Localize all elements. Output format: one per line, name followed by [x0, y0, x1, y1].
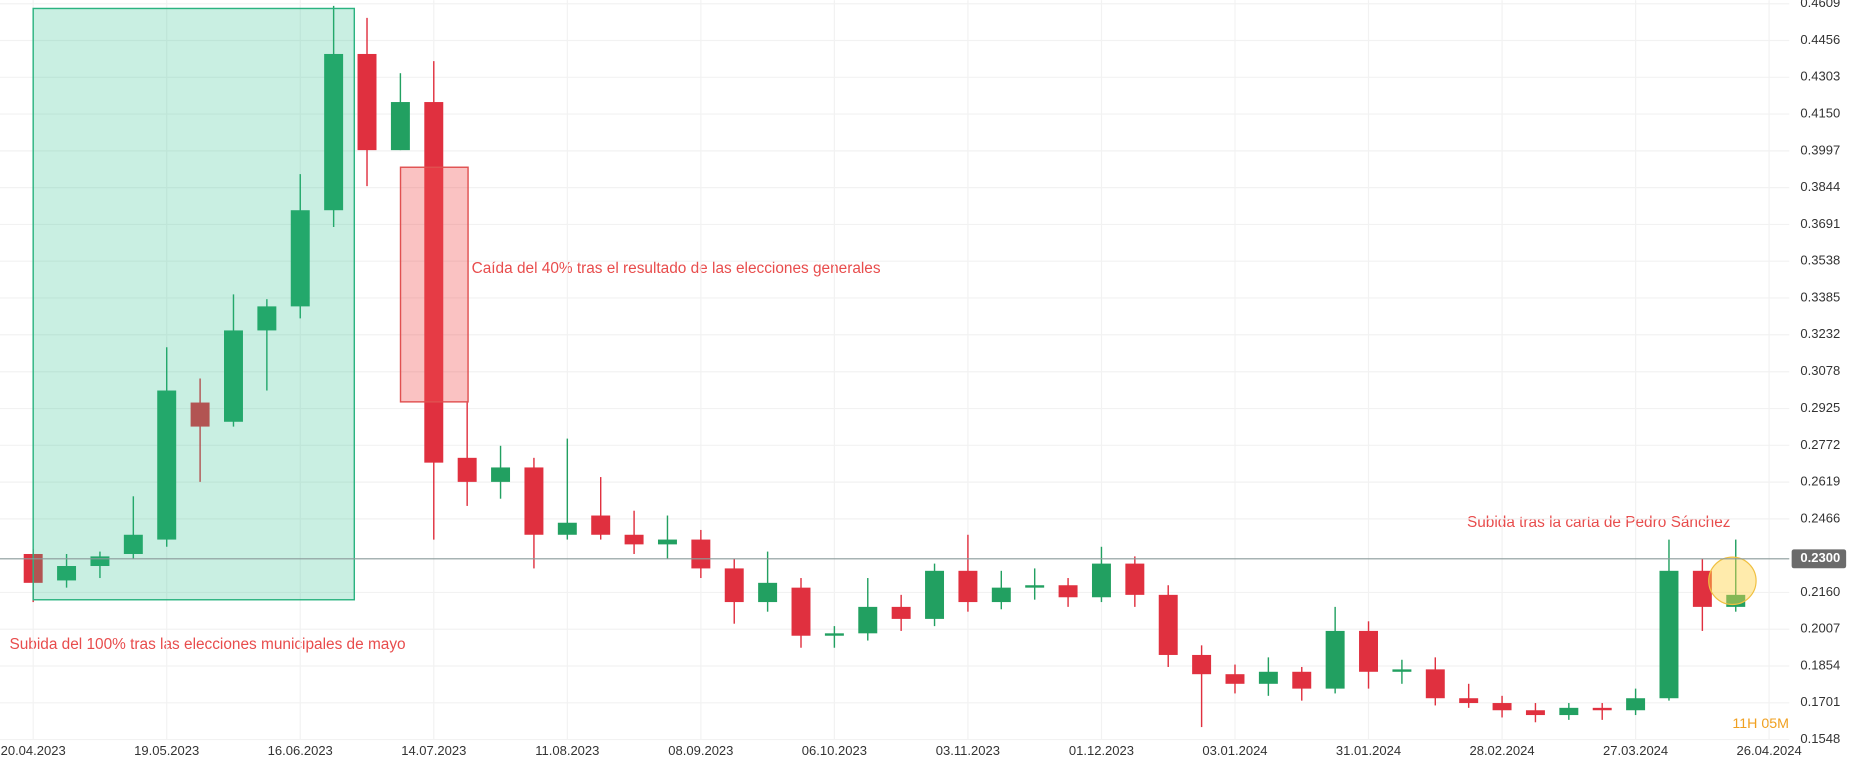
candle-body — [1425, 669, 1445, 699]
y-tick-label: 0.3538 — [1800, 253, 1840, 268]
candle-body — [224, 330, 243, 422]
candle-body — [324, 53, 344, 211]
candle-body — [858, 606, 878, 634]
x-tick-label: 06.10.2023 — [802, 743, 867, 758]
candle-body — [390, 102, 410, 151]
candle-body — [657, 539, 677, 545]
candle-body — [1258, 671, 1278, 684]
y-tick-label: 0.3232 — [1800, 326, 1840, 341]
candle-body — [925, 570, 945, 619]
x-tick-label: 16.06.2023 — [268, 743, 333, 758]
x-tick-label: 08.09.2023 — [668, 743, 733, 758]
y-tick-label: 0.1854 — [1800, 657, 1840, 672]
y-tick-label: 0.2772 — [1800, 437, 1840, 452]
candle-body — [557, 522, 577, 535]
annotation-text: Caída del 40% tras el resultado de las e… — [472, 260, 881, 277]
candle-body — [1492, 703, 1512, 711]
x-tick-label: 14.07.2023 — [401, 743, 466, 758]
candle-body — [190, 402, 210, 427]
y-tick-label: 0.3385 — [1800, 289, 1840, 304]
annotation-text: Subida tras la carta de Pedro Sánchez — [1467, 514, 1731, 531]
annotation-text: Subida del 100% tras las elecciones muni… — [9, 636, 405, 653]
candle-body — [1058, 585, 1078, 598]
candle-body — [724, 568, 744, 603]
candle-body — [824, 633, 844, 636]
candle-body — [1392, 669, 1412, 672]
y-tick-label: 0.3078 — [1800, 363, 1840, 378]
candle-body — [791, 587, 811, 636]
candle-body — [1225, 674, 1245, 684]
annotation-circle — [1708, 556, 1757, 606]
annotation-box — [399, 166, 469, 403]
annotation-box — [32, 7, 356, 601]
candle-body — [524, 467, 544, 535]
candle-body — [457, 457, 477, 482]
y-tick-label: 0.3844 — [1800, 179, 1840, 194]
candle-body — [758, 582, 778, 603]
candle-body — [991, 587, 1011, 603]
candle-body — [1359, 630, 1379, 672]
candle-body — [491, 467, 511, 482]
candle-body — [1692, 570, 1712, 607]
candle-body — [290, 210, 310, 307]
y-tick-label: 0.4150 — [1800, 106, 1840, 121]
candle-body — [123, 534, 143, 554]
x-tick-label: 19.05.2023 — [134, 743, 199, 758]
x-tick-label: 28.02.2024 — [1469, 743, 1534, 758]
candle-body — [591, 515, 611, 535]
candle-body — [257, 306, 277, 331]
candle-body — [1325, 630, 1345, 689]
candle-body — [1525, 710, 1545, 716]
candle-body — [1158, 594, 1178, 655]
candle-body — [958, 570, 978, 603]
y-tick-label: 0.4609 — [1800, 0, 1840, 10]
candle-body — [424, 102, 444, 463]
y-tick-label: 0.2925 — [1800, 400, 1840, 415]
y-tick-label: 0.4456 — [1800, 32, 1840, 47]
candle-body — [1125, 563, 1145, 595]
candle-body — [891, 606, 911, 619]
y-tick-label: 0.2160 — [1800, 584, 1840, 599]
x-tick-label: 20.04.2023 — [1, 743, 66, 758]
y-tick-label: 0.3691 — [1800, 216, 1840, 231]
y-tick-label: 0.2619 — [1800, 474, 1840, 489]
candle-body — [1192, 654, 1212, 675]
y-tick-label: 0.2007 — [1800, 621, 1840, 636]
y-tick-label: 0.4303 — [1800, 69, 1840, 84]
candle-body — [1626, 698, 1646, 711]
y-tick-label: 0.1701 — [1800, 694, 1840, 709]
y-tick-label: 0.3997 — [1800, 142, 1840, 157]
price-label-box — [1791, 549, 1847, 569]
candle-body — [1025, 585, 1045, 588]
candle-body — [691, 539, 711, 569]
x-tick-label: 01.12.2023 — [1069, 743, 1134, 758]
candle-body — [90, 556, 110, 567]
x-tick-label: 03.01.2024 — [1202, 743, 1267, 758]
price-label: 0.2300 — [1800, 550, 1840, 565]
candle-body — [624, 534, 644, 545]
x-tick-label: 11.08.2023 — [535, 743, 599, 758]
x-tick-label: 31.01.2024 — [1336, 743, 1401, 758]
x-tick-label: 26.04.2024 — [1737, 743, 1802, 758]
candle-body — [357, 53, 377, 151]
countdown: 11H 05M — [1732, 716, 1789, 732]
candle-body — [1459, 698, 1479, 704]
candle-body — [1091, 563, 1111, 598]
candle-body — [157, 390, 177, 540]
candle-body — [1559, 707, 1579, 716]
x-tick-label: 27.03.2024 — [1603, 743, 1668, 758]
candle-body — [1292, 671, 1312, 689]
x-tick-label: 03.11.2023 — [936, 743, 1000, 758]
y-tick-label: 0.2466 — [1800, 510, 1840, 525]
candle-body — [1659, 570, 1679, 699]
candle-body — [57, 566, 77, 581]
y-tick-label: 0.1548 — [1800, 731, 1840, 746]
candle-body — [1592, 707, 1612, 711]
